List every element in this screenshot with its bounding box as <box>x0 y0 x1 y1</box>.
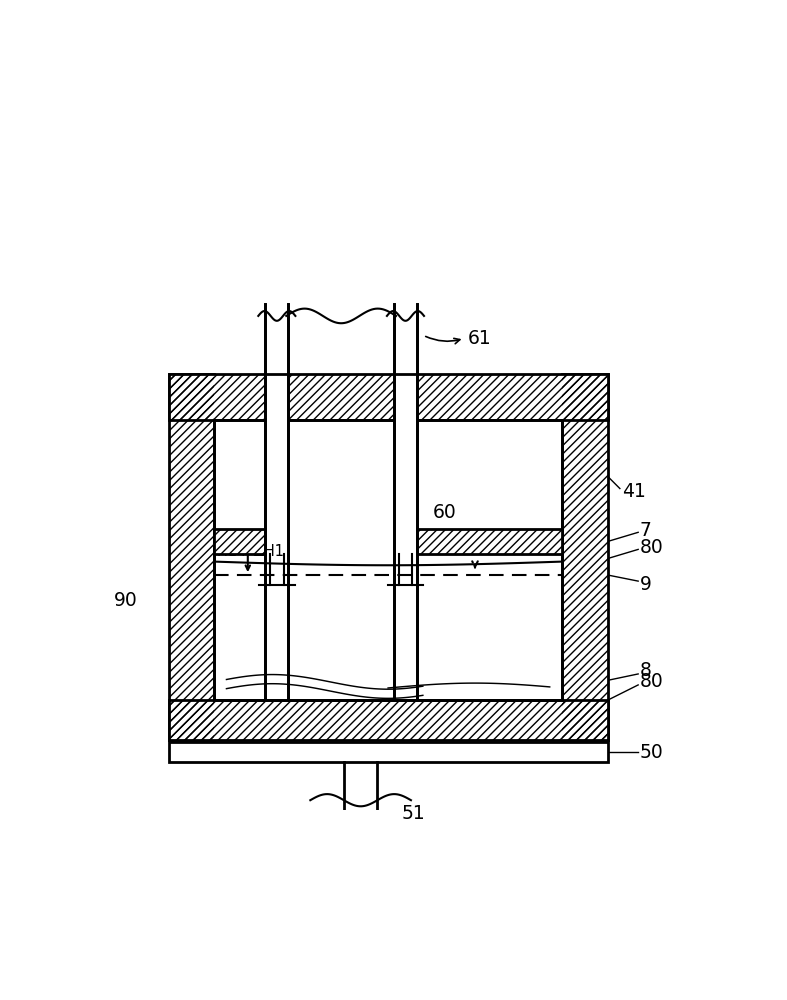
Text: 51: 51 <box>402 804 426 823</box>
Bar <box>168 742 608 762</box>
Bar <box>417 529 562 554</box>
Text: 80: 80 <box>639 538 663 557</box>
Text: 61: 61 <box>467 329 491 348</box>
Bar <box>168 374 214 740</box>
Bar <box>168 374 608 420</box>
Text: 8: 8 <box>639 661 652 680</box>
Bar <box>168 374 608 420</box>
Bar <box>562 374 608 740</box>
Bar <box>168 374 214 740</box>
Text: 80: 80 <box>639 672 663 691</box>
Text: 90: 90 <box>113 591 138 610</box>
Bar <box>168 700 608 740</box>
Bar <box>214 420 562 700</box>
Bar <box>417 529 562 554</box>
Bar <box>265 371 288 423</box>
Text: 9: 9 <box>639 575 652 594</box>
Bar <box>214 529 265 554</box>
Bar <box>214 420 562 700</box>
Text: H1+ ΔH1: H1+ ΔH1 <box>217 544 284 559</box>
Bar <box>394 371 417 423</box>
Text: 60: 60 <box>432 503 456 522</box>
Bar <box>168 700 608 740</box>
Text: 50: 50 <box>639 743 663 762</box>
Text: 7: 7 <box>639 521 652 540</box>
Bar <box>562 374 608 740</box>
Text: 41: 41 <box>622 482 645 501</box>
Bar <box>214 529 265 554</box>
